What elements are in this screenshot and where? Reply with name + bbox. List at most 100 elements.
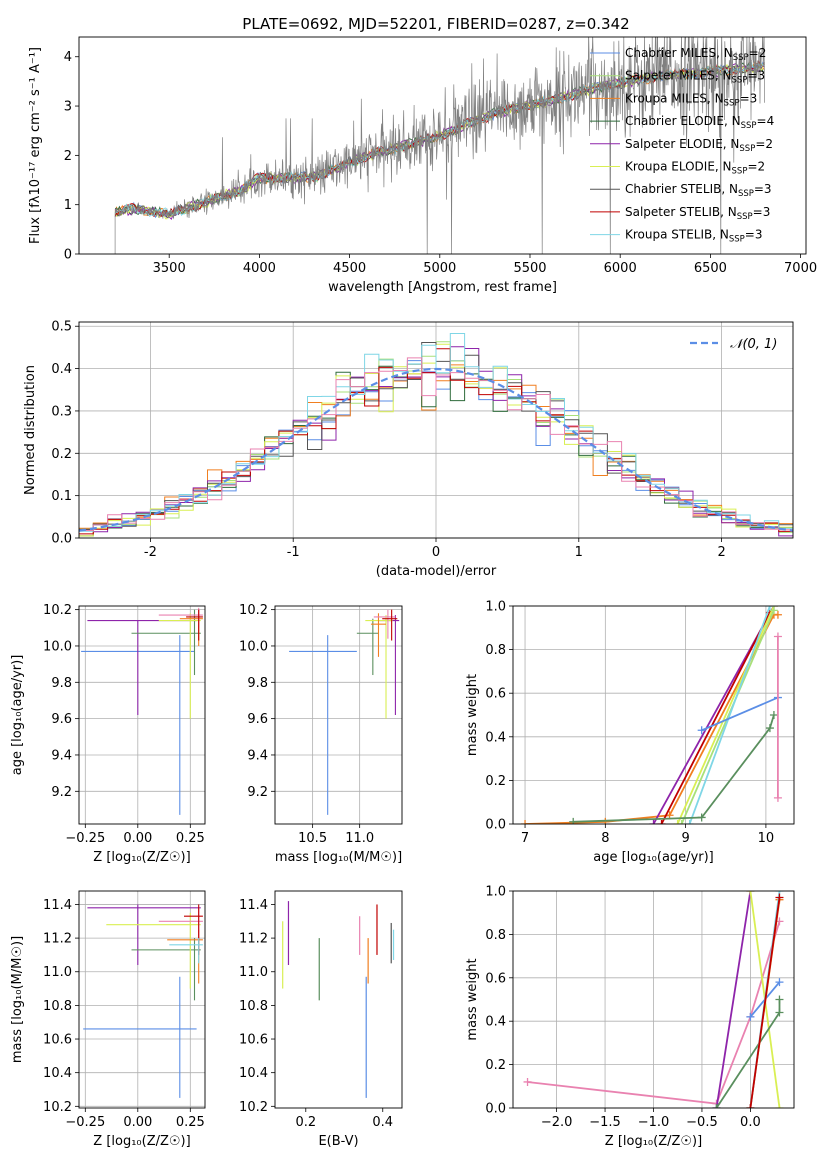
- axes-frame: [78, 890, 206, 1109]
- y-tick-label: 9.8: [247, 676, 268, 691]
- x-tick-label: 11.0: [345, 831, 374, 846]
- y-tick-label: 0.2: [51, 447, 72, 462]
- y-tick-label: 10.6: [239, 1033, 268, 1048]
- y-tick-label: 10.8: [239, 999, 268, 1014]
- y-tick-label: 11.4: [43, 898, 72, 913]
- mass_weight_vs_Z-plot-area: [523, 891, 784, 1108]
- residuals-axes: -2 -1 0 1 2 0.0 0.1 0.2 0.3 0.4 0.5 (data-model)/er…: [23, 320, 794, 579]
- x-tick-label: -1: [287, 545, 300, 560]
- x-tick-label: 1: [575, 545, 583, 560]
- mass-weight-line: [688, 606, 771, 824]
- x-tick-label: −2.0: [541, 1115, 573, 1130]
- y-tick-label: 0.1: [51, 489, 72, 504]
- spectrum-axes: 3500 4000 4500 5000 5500 6000 6500 7000 0 1 2 3 4 wav…: [28, 36, 817, 295]
- y-tick-label: 9.4: [51, 748, 72, 763]
- x-tick-label: 0: [432, 545, 440, 560]
- gaussian-reference-line: [79, 367, 793, 532]
- data-spectrum-line: [114, 37, 765, 254]
- residuals-plot-area: [79, 333, 793, 537]
- legend-entry: Salpeter MILES, NSSP=3: [625, 69, 765, 86]
- x-tick-label: 0.4: [372, 1115, 393, 1130]
- y-axis-label: Flux [fλ10⁻¹⁷ erg cm⁻² s⁻¹ A⁻¹]: [28, 47, 43, 244]
- x-axis-label: (data-model)/error: [376, 564, 497, 579]
- mass-weight-line: [676, 606, 775, 824]
- y-tick-label: 0.8: [485, 928, 506, 943]
- x-axis-label: wavelength [Angstrom, rest frame]: [328, 280, 557, 295]
- y-tick-label: 0.8: [485, 643, 506, 658]
- legend-entry: Kroupa STELIB, NSSP=3: [625, 228, 763, 245]
- y-tick-label: 0.0: [485, 1102, 506, 1117]
- x-tick-label: 8: [601, 831, 609, 846]
- mass_vs_Z-axes: −0.25 0.00 0.25 10.2 10.4 10.6 10.8 11.0 11.2 11.…: [10, 890, 206, 1149]
- ebv_panel-axes: 0.2 0.4 10.2 10.4 10.6 10.8 11.0 11.2 11.4 E(B-V): [239, 890, 403, 1149]
- x-tick-label: 0.2: [295, 1115, 316, 1130]
- x-tick-label: −0.5: [686, 1115, 718, 1130]
- x-tick-label: 4000: [243, 261, 276, 276]
- legend-entry: Chabrier ELODIE, NSSP=4: [625, 114, 774, 131]
- y-tick-label: 0.4: [51, 362, 72, 377]
- y-tick-label: 2: [64, 149, 72, 164]
- y-tick-label: 11.2: [43, 932, 72, 947]
- x-tick-label: 9: [681, 831, 689, 846]
- y-tick-label: 3: [64, 100, 72, 115]
- y-tick-label: 0.6: [485, 687, 506, 702]
- spectrum-legend: Chabrier MILES, NSSP=2 Salpeter MILES, NS…: [590, 46, 774, 245]
- legend-entry: Chabrier MILES, NSSP=2: [625, 46, 766, 63]
- y-axis-label: age [log₁₀(age/yr)]: [10, 655, 25, 776]
- y-tick-label: 0.0: [485, 818, 506, 833]
- axes-frame: [78, 605, 206, 825]
- data-point-marker: [697, 813, 706, 822]
- y-tick-label: 9.8: [51, 676, 72, 691]
- x-axis-label: E(B-V): [318, 1134, 358, 1149]
- y-tick-label: 1.0: [485, 600, 506, 615]
- legend-entry: Chabrier STELIB, NSSP=3: [625, 182, 772, 199]
- y-tick-label: 10.4: [43, 1066, 72, 1081]
- x-tick-label: 10.5: [298, 831, 327, 846]
- figure-title: PLATE=0692, MJD=52201, FIBERID=0287, z=0…: [242, 15, 629, 33]
- x-tick-label: 7000: [784, 261, 817, 276]
- y-tick-label: 10.8: [43, 999, 72, 1014]
- x-axis-label: Z [log₁₀(Z/Z☉)]: [93, 1134, 190, 1149]
- data-point-marker: [769, 711, 778, 719]
- axes-frame: [274, 890, 403, 1109]
- mass-weight-line: [749, 897, 781, 1108]
- axes-frame: [78, 321, 794, 539]
- data-point-marker: [569, 817, 578, 824]
- y-tick-label: 10.2: [239, 1100, 268, 1115]
- y-tick-label: 10.4: [239, 1066, 268, 1081]
- x-tick-label: −1.0: [638, 1115, 670, 1130]
- y-tick-label: 0.2: [485, 774, 506, 789]
- x-tick-label: 0.25: [176, 1115, 205, 1130]
- y-tick-label: 9.6: [51, 712, 72, 727]
- data-point-marker: [765, 724, 774, 733]
- x-tick-label: 10: [758, 831, 775, 846]
- data-point-marker: [773, 610, 782, 619]
- y-tick-label: 9.4: [247, 748, 268, 763]
- y-tick-label: 0.2: [485, 1058, 506, 1073]
- residual-histogram: [79, 333, 793, 532]
- x-axis-label: Z [log₁₀(Z/Z☉)]: [605, 1134, 702, 1149]
- age_vs_mass-plot-area: [289, 609, 400, 815]
- axes-frame: [512, 890, 795, 1109]
- x-tick-label: −0.25: [65, 831, 105, 846]
- ebv_panel-plot-area: [282, 901, 395, 1098]
- y-tick-label: 0: [64, 248, 72, 263]
- y-tick-label: 11.4: [239, 898, 268, 913]
- y-tick-label: 0.4: [485, 730, 506, 745]
- age_vs_Z-plot-area: [81, 607, 203, 815]
- spectrum-plot-area: [114, 37, 765, 254]
- x-tick-label: 3500: [153, 261, 186, 276]
- x-tick-label: −1.5: [589, 1115, 621, 1130]
- data-point-marker: [775, 978, 784, 987]
- x-tick-label: -2: [144, 545, 157, 560]
- y-tick-label: 0.4: [485, 1015, 506, 1030]
- legend-entry: Salpeter ELODIE, NSSP=2: [625, 137, 773, 154]
- legend-entry: Salpeter STELIB, NSSP=3: [625, 205, 770, 222]
- y-tick-label: 10.0: [43, 639, 72, 654]
- x-tick-label: 2: [717, 545, 725, 560]
- y-tick-label: 10.2: [43, 603, 72, 618]
- age_vs_mass-axes: 10.5 11.0 9.2 9.4 9.6 9.8 10.0 10.2 mass [log₁₀(…: [239, 603, 403, 865]
- x-tick-label: 0.0: [740, 1115, 761, 1130]
- x-tick-label: 0.00: [123, 831, 152, 846]
- y-tick-label: 0.0: [51, 532, 72, 547]
